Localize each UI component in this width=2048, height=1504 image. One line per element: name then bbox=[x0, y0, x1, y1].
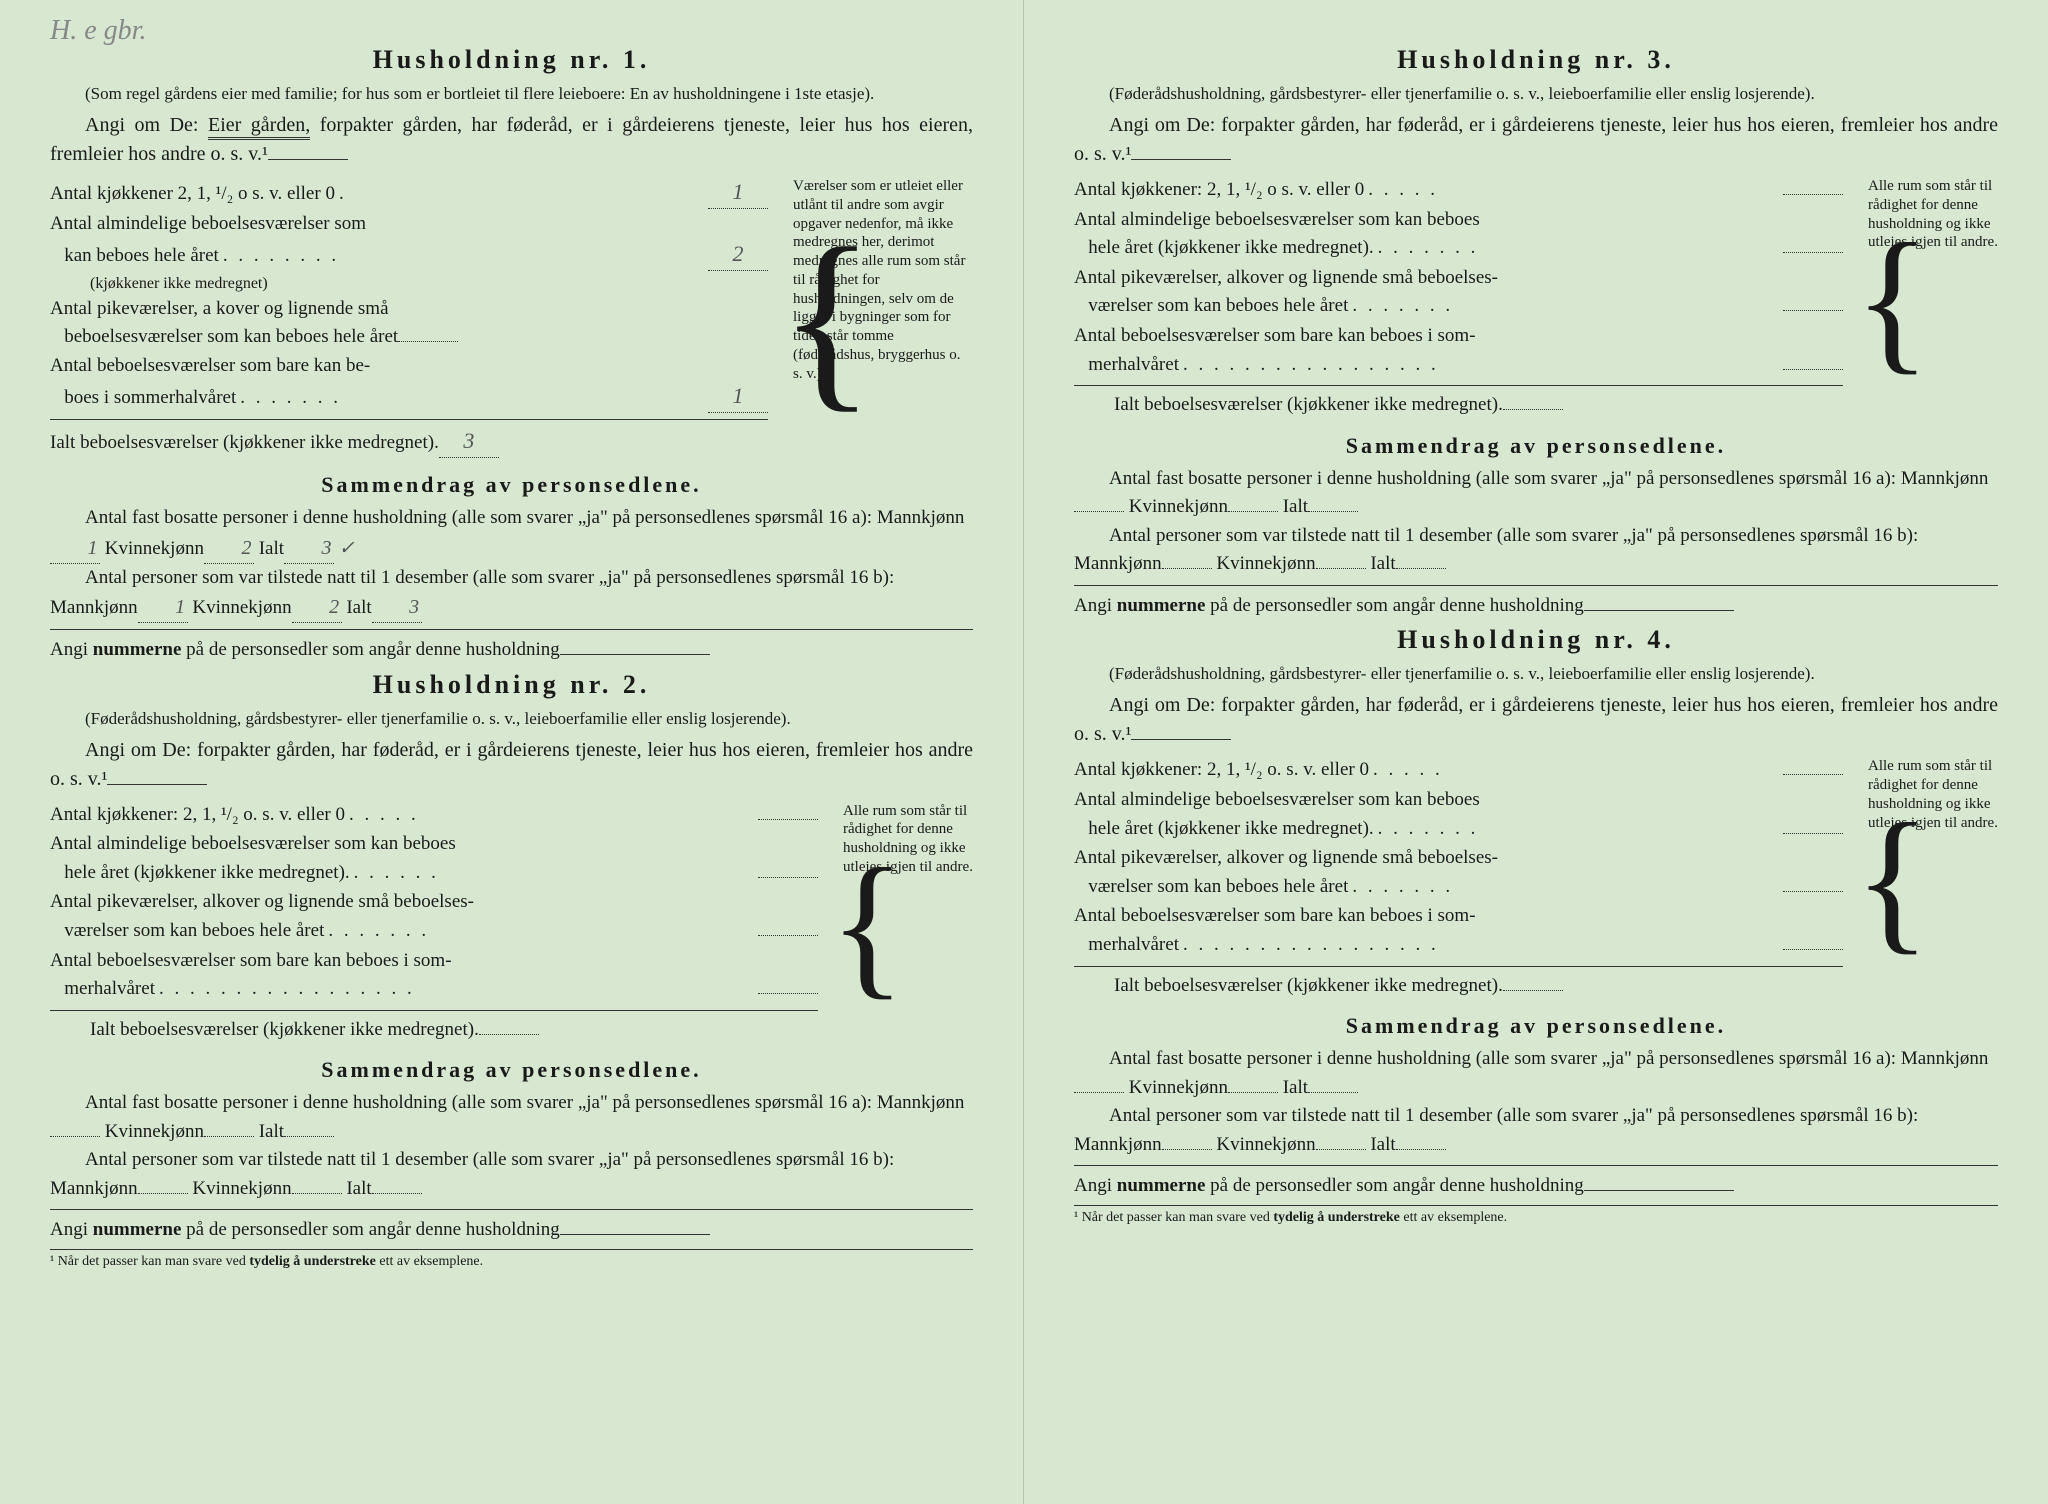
household-title: Husholdning nr. 3. bbox=[1074, 45, 1998, 75]
val-total: 3 bbox=[439, 426, 499, 458]
angi-nummerne: Angi nummerne på de personsedler som ang… bbox=[50, 1216, 973, 1245]
household-3: Husholdning nr. 3. (Føderådshusholdning,… bbox=[1074, 45, 1998, 620]
brace-icon: { bbox=[779, 177, 791, 460]
summary-title: Sammendrag av personsedlene. bbox=[1074, 1013, 1998, 1039]
angi-line: Angi om De: forpakter gården, har føderå… bbox=[50, 736, 973, 794]
questions-col: Antal kjøkkener 2, 1, ¹/₂ o s. v. eller … bbox=[50, 177, 768, 460]
questions-row: Antal kjøkkener: 2, 1, ¹/₂ o. s. v. elle… bbox=[1074, 757, 1998, 1001]
household-title: Husholdning nr. 2. bbox=[50, 670, 973, 700]
questions-col: Antal kjøkkener: 2, 1, ¹/₂ o s. v. eller… bbox=[1074, 177, 1843, 421]
summary-title: Sammendrag av personsedlene. bbox=[50, 472, 973, 498]
angi-line: Angi om De: forpakter gården, har føderå… bbox=[1074, 111, 1998, 169]
questions-row: Antal kjøkkener: 2, 1, ¹/₂ o s. v. eller… bbox=[1074, 177, 1998, 421]
angi-nummerne: Angi nummerne på de personsedler som ang… bbox=[1074, 1172, 1998, 1201]
questions-row: Antal kjøkkener 2, 1, ¹/₂ o s. v. eller … bbox=[50, 177, 973, 460]
footnote: ¹ Når det passer kan man svare ved tydel… bbox=[1074, 1205, 1998, 1226]
summary-title: Sammendrag av personsedlene. bbox=[1074, 433, 1998, 459]
summary-16a: Antal fast bosatte personer i denne hush… bbox=[50, 1089, 973, 1146]
val-summer: 1 bbox=[708, 381, 768, 413]
brace-icon: { bbox=[829, 802, 841, 1046]
questions-row: Antal kjøkkener: 2, 1, ¹/₂ o. s. v. elle… bbox=[50, 802, 973, 1046]
page-left: H. e gbr. Husholdning nr. 1. (Som regel … bbox=[0, 0, 1024, 1504]
footnote: ¹ Når det passer kan man svare ved tydel… bbox=[50, 1249, 973, 1270]
handwritten-annotation: H. e gbr. bbox=[50, 15, 146, 47]
sidebar-note: { Alle rum som står til rådighet for den… bbox=[828, 802, 973, 1046]
summary-16a: Antal fast bosatte personer i denne hush… bbox=[1074, 465, 1998, 522]
angi-underlined: Eier gården, bbox=[208, 114, 310, 140]
sidebar-note: { Værelser som er utleiet eller utlånt t… bbox=[778, 177, 973, 460]
household-2: Husholdning nr. 2. (Føderådshusholdning,… bbox=[50, 670, 973, 1270]
angi-nummerne: Angi nummerne på de personsedler som ang… bbox=[50, 636, 973, 665]
summary-16a: Antal fast bosatte personer i denne hush… bbox=[1074, 1045, 1998, 1102]
page-right: Husholdning nr. 3. (Føderådshusholdning,… bbox=[1024, 0, 2048, 1504]
questions-col: Antal kjøkkener: 2, 1, ¹/₂ o. s. v. elle… bbox=[50, 802, 818, 1046]
val-kitchens: 1 bbox=[708, 177, 768, 209]
summary-title: Sammendrag av personsedlene. bbox=[50, 1057, 973, 1083]
val-rooms: 2 bbox=[708, 239, 768, 271]
summary-16b: Antal personer som var tilstede natt til… bbox=[50, 564, 973, 624]
summary-16b: Antal personer som var tilstede natt til… bbox=[1074, 1102, 1998, 1159]
household-1: Husholdning nr. 1. (Som regel gårdens ei… bbox=[50, 45, 973, 665]
brace-icon: { bbox=[1854, 757, 1866, 1001]
household-title: Husholdning nr. 4. bbox=[1074, 625, 1998, 655]
brace-icon: { bbox=[1854, 177, 1866, 421]
household-subtitle: (Som regel gårdens eier med familie; for… bbox=[50, 83, 973, 105]
angi-nummerne: Angi nummerne på de personsedler som ang… bbox=[1074, 592, 1998, 621]
summary-16b: Antal personer som var tilstede natt til… bbox=[50, 1146, 973, 1203]
sidebar-note: { Alle rum som står til rådighet for den… bbox=[1853, 177, 1998, 421]
questions-col: Antal kjøkkener: 2, 1, ¹/₂ o. s. v. elle… bbox=[1074, 757, 1843, 1001]
household-subtitle: (Føderådshusholdning, gårdsbestyrer- ell… bbox=[50, 708, 973, 730]
summary-16a: Antal fast bosatte personer i denne hush… bbox=[50, 504, 973, 564]
angi-line: Angi om De: Eier gården, forpakter gårde… bbox=[50, 111, 973, 169]
household-subtitle: (Føderådshusholdning, gårdsbestyrer- ell… bbox=[1074, 83, 1998, 105]
val-pike bbox=[398, 341, 458, 342]
household-subtitle: (Føderådshusholdning, gårdsbestyrer- ell… bbox=[1074, 663, 1998, 685]
angi-line: Angi om De: forpakter gården, har føderå… bbox=[1074, 691, 1998, 749]
household-title: Husholdning nr. 1. bbox=[50, 45, 973, 75]
household-4: Husholdning nr. 4. (Føderådshusholdning,… bbox=[1074, 625, 1998, 1225]
summary-16b: Antal personer som var tilstede natt til… bbox=[1074, 522, 1998, 579]
sidebar-note: { Alle rum som står til rådighet for den… bbox=[1853, 757, 1998, 1001]
